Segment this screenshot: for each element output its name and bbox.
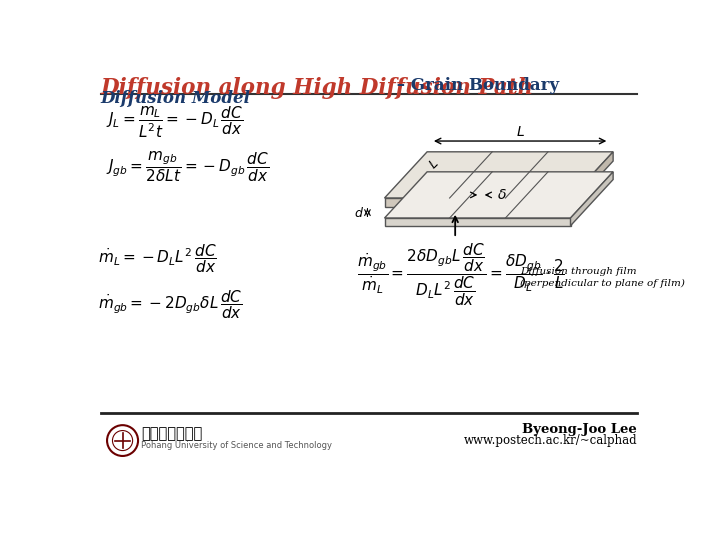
Text: $\dfrac{\dot{m}_{gb}}{\dot{m}_L} = \dfrac{2\delta D_{gb} L\, \dfrac{dC}{dx}}{D_L: $\dfrac{\dot{m}_{gb}}{\dot{m}_L} = \dfra… bbox=[357, 242, 565, 308]
Polygon shape bbox=[384, 172, 613, 218]
Text: Pohang University of Science and Technology: Pohang University of Science and Technol… bbox=[141, 441, 332, 450]
Text: – Grain Boundary: – Grain Boundary bbox=[391, 77, 559, 94]
Text: $\dot{m}_L = -D_L L^2\, \dfrac{dC}{dx}$: $\dot{m}_L = -D_L L^2\, \dfrac{dC}{dx}$ bbox=[98, 242, 217, 275]
Polygon shape bbox=[570, 172, 613, 226]
Text: $L$: $L$ bbox=[516, 125, 525, 139]
Text: Diffusion through film
(perpendicular to plane of film): Diffusion through film (perpendicular to… bbox=[520, 267, 685, 288]
Text: $\dot{m}_{gb} = -2D_{gb}\delta L\, \dfrac{dC}{dx}$: $\dot{m}_{gb} = -2D_{gb}\delta L\, \dfra… bbox=[98, 288, 243, 321]
Polygon shape bbox=[384, 218, 570, 226]
Text: Byeong-Joo Lee: Byeong-Joo Lee bbox=[523, 423, 637, 436]
Text: Diffusion Model: Diffusion Model bbox=[101, 90, 251, 107]
Text: $\delta$: $\delta$ bbox=[498, 188, 507, 202]
Text: $L$: $L$ bbox=[426, 157, 441, 172]
Text: $J_{gb} = \dfrac{m_{gb}}{2\delta L t} = -D_{gb}\, \dfrac{dC}{dx}$: $J_{gb} = \dfrac{m_{gb}}{2\delta L t} = … bbox=[106, 150, 269, 184]
Text: $J_L = \dfrac{m_L}{L^2 t} = -D_L\, \dfrac{dC}{dx}$: $J_L = \dfrac{m_L}{L^2 t} = -D_L\, \dfra… bbox=[106, 105, 243, 140]
Text: 포항공과대학교: 포항공과대학교 bbox=[141, 426, 202, 441]
Text: Diffusion along High Diffusion Path: Diffusion along High Diffusion Path bbox=[101, 77, 534, 99]
Text: www.postech.ac.kr/~calphad: www.postech.ac.kr/~calphad bbox=[464, 434, 637, 448]
Polygon shape bbox=[570, 152, 613, 207]
Polygon shape bbox=[384, 198, 570, 207]
Polygon shape bbox=[384, 152, 613, 198]
Text: $d$: $d$ bbox=[354, 206, 364, 220]
